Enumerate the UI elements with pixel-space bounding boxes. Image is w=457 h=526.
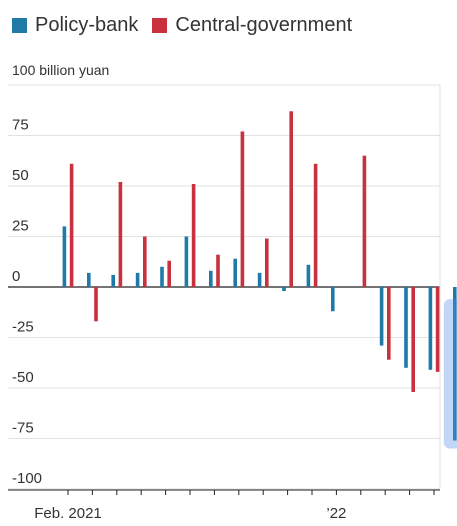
legend-item-central-government[interactable]: Central-government — [152, 14, 352, 37]
y-tick-label: -50 — [12, 369, 34, 386]
bar-policy-bank — [233, 258, 237, 287]
bar-central-government — [435, 287, 440, 372]
y-tick-label: 50 — [12, 167, 29, 184]
legend-label-policy-bank: Policy-bank — [35, 13, 139, 36]
bar-policy-bank — [135, 272, 140, 287]
y-tick-label: 75 — [12, 117, 29, 134]
bar-policy-bank — [331, 287, 335, 312]
y-tick-label: 25 — [12, 218, 29, 235]
y-tick-label: -75 — [12, 420, 34, 437]
bar-policy-bank — [209, 270, 213, 287]
bar-central-government — [387, 287, 391, 360]
bar-central-government — [240, 131, 245, 287]
legend-swatch-policy-bank — [12, 17, 27, 33]
bar-central-government — [167, 260, 171, 287]
y-tick-label: 0 — [12, 268, 20, 285]
gridlines — [8, 84, 441, 490]
bar-central-government — [94, 287, 98, 322]
bar-central-government — [69, 163, 74, 287]
bar-policy-bank — [184, 236, 189, 287]
bar-central-government — [216, 254, 220, 287]
bar-policy-bank — [257, 272, 262, 287]
bar-policy-bank — [160, 266, 164, 287]
bars — [62, 111, 457, 441]
bar-central-government — [289, 111, 293, 287]
bar-policy-bank — [62, 226, 67, 287]
legend: Policy-bank Central-government — [12, 10, 366, 40]
bar-central-government — [191, 183, 196, 287]
highlight-shape — [443, 299, 457, 449]
bar-central-government — [143, 236, 147, 287]
y-tick-label: -100 — [12, 470, 42, 487]
bar-central-government — [411, 287, 415, 393]
x-tick-label: ’22 — [326, 505, 346, 522]
y-axis-label: 100 billion yuan — [12, 62, 110, 78]
bar-policy-bank — [404, 287, 408, 368]
y-tick-label: -25 — [12, 319, 34, 336]
bar-policy-bank — [282, 287, 286, 292]
bar-policy-bank — [453, 287, 457, 441]
bar-central-government — [362, 155, 367, 287]
legend-swatch-central-government — [152, 17, 168, 33]
highlight-marker — [443, 299, 457, 449]
x-axis: Feb. 2021 ’22 — [8, 489, 440, 522]
y-tick-labels: 75 50 25 0 -25 -50 -75 -100 — [12, 117, 42, 488]
legend-label-central-government: Central-government — [175, 13, 353, 36]
legend-item-policy-bank[interactable]: Policy-bank — [12, 14, 138, 37]
bar-central-government — [118, 181, 123, 287]
bar-policy-bank — [306, 264, 311, 287]
x-tick-label: Feb. 2021 — [34, 505, 102, 522]
bar-policy-bank — [428, 287, 433, 370]
bar-policy-bank — [379, 287, 384, 346]
bar-central-government — [313, 163, 318, 287]
bar-central-government — [265, 238, 269, 287]
bar-policy-bank — [87, 272, 91, 287]
bar-policy-bank — [111, 274, 115, 287]
